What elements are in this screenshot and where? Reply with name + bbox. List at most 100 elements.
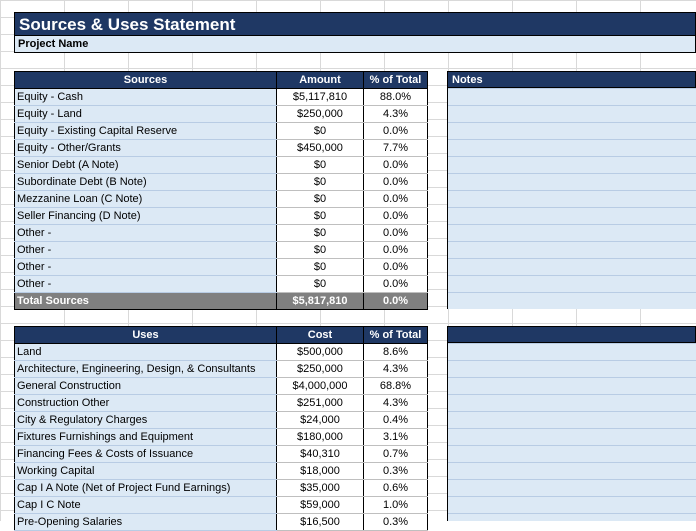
source-pct-cell[interactable]: 0.0% (363, 122, 428, 140)
source-row: Seller Financing (D Note) $0 0.0% (14, 207, 428, 225)
sources-header: Sources (14, 71, 277, 89)
sources-table: Sources Amount % of Total Equity - Cash $… (14, 71, 428, 310)
use-amount-cell[interactable]: $250,000 (276, 360, 364, 378)
use-name-cell[interactable]: Financing Fees & Costs of Issuance (14, 445, 277, 463)
source-amount-cell[interactable]: $0 (276, 207, 364, 225)
source-amount-cell[interactable]: $0 (276, 156, 364, 174)
uses-table: Uses Cost % of Total Land $500,000 8.6% Arc… (14, 326, 428, 531)
source-name-cell[interactable]: Other - (14, 275, 277, 293)
source-name-cell[interactable]: Equity - Other/Grants (14, 139, 277, 157)
use-amount-cell[interactable]: $40,310 (276, 445, 364, 463)
source-name-cell[interactable]: Senior Debt (A Note) (14, 156, 277, 174)
use-pct-cell[interactable]: 0.3% (363, 513, 428, 531)
notes-column-uses[interactable] (447, 343, 696, 521)
source-pct-cell[interactable]: 0.0% (363, 207, 428, 225)
use-name-cell[interactable]: City & Regulatory Charges (14, 411, 277, 429)
source-amount-cell[interactable]: $250,000 (276, 105, 364, 123)
source-amount-cell[interactable]: $0 (276, 173, 364, 191)
source-name-cell[interactable]: Equity - Existing Capital Reserve (14, 122, 277, 140)
source-amount-cell[interactable]: $0 (276, 241, 364, 259)
use-amount-cell[interactable]: $18,000 (276, 462, 364, 480)
source-row: Other - $0 0.0% (14, 275, 428, 293)
use-row: Land $500,000 8.6% (14, 343, 428, 361)
source-name-cell[interactable]: Other - (14, 241, 277, 259)
source-name-cell[interactable]: Mezzanine Loan (C Note) (14, 190, 277, 208)
source-pct-cell[interactable]: 0.0% (363, 275, 428, 293)
source-row: Equity - Land $250,000 4.3% (14, 105, 428, 123)
use-name-cell[interactable]: Land (14, 343, 277, 361)
source-name-cell[interactable]: Equity - Cash (14, 88, 277, 106)
source-total-amount-cell[interactable]: $5,817,810 (276, 292, 364, 310)
source-name-cell[interactable]: Other - (14, 258, 277, 276)
use-pct-cell[interactable]: 4.3% (363, 360, 428, 378)
source-pct-cell[interactable]: 0.0% (363, 258, 428, 276)
source-pct-cell[interactable]: 0.0% (363, 156, 428, 174)
source-name-cell[interactable]: Other - (14, 224, 277, 242)
use-row: General Construction $4,000,000 68.8% (14, 377, 428, 395)
use-amount-cell[interactable]: $251,000 (276, 394, 364, 412)
use-pct-cell[interactable]: 0.3% (363, 462, 428, 480)
use-amount-cell[interactable]: $16,500 (276, 513, 364, 531)
source-total-pct-cell[interactable]: 0.0% (363, 292, 428, 310)
source-row: Equity - Other/Grants $450,000 7.7% (14, 139, 428, 157)
use-amount-cell[interactable]: $59,000 (276, 496, 364, 514)
uses-header: Uses (14, 326, 277, 344)
cost-header: Cost (276, 326, 364, 344)
source-pct-cell[interactable]: 0.0% (363, 224, 428, 242)
use-row: Architecture, Engineering, Design, & Con… (14, 360, 428, 378)
use-amount-cell[interactable]: $180,000 (276, 428, 364, 446)
source-pct-cell[interactable]: 7.7% (363, 139, 428, 157)
source-row: Other - $0 0.0% (14, 224, 428, 242)
use-row: Financing Fees & Costs of Issuance $40,31… (14, 445, 428, 463)
source-amount-cell[interactable]: $0 (276, 258, 364, 276)
sources-header-row: Sources Amount % of Total (14, 71, 428, 89)
use-amount-cell[interactable]: $24,000 (276, 411, 364, 429)
source-row: Subordinate Debt (B Note) $0 0.0% (14, 173, 428, 191)
source-amount-cell[interactable]: $450,000 (276, 139, 364, 157)
use-pct-cell[interactable]: 4.3% (363, 394, 428, 412)
use-pct-cell[interactable]: 0.4% (363, 411, 428, 429)
use-pct-cell[interactable]: 0.6% (363, 479, 428, 497)
sheet-title: Sources & Uses Statement (14, 12, 696, 36)
use-name-cell[interactable]: Cap I C Note (14, 496, 277, 514)
use-pct-cell[interactable]: 8.6% (363, 343, 428, 361)
amount-header: Amount (276, 71, 364, 89)
use-amount-cell[interactable]: $500,000 (276, 343, 364, 361)
source-amount-cell[interactable]: $0 (276, 224, 364, 242)
use-name-cell[interactable]: Construction Other (14, 394, 277, 412)
use-row: Fixtures Furnishings and Equipment $180,0… (14, 428, 428, 446)
source-amount-cell[interactable]: $0 (276, 190, 364, 208)
source-total-name-cell[interactable]: Total Sources (14, 292, 277, 310)
source-row: Senior Debt (A Note) $0 0.0% (14, 156, 428, 174)
use-name-cell[interactable]: Architecture, Engineering, Design, & Con… (14, 360, 277, 378)
source-name-cell[interactable]: Subordinate Debt (B Note) (14, 173, 277, 191)
use-pct-cell[interactable]: 0.7% (363, 445, 428, 463)
use-pct-cell[interactable]: 3.1% (363, 428, 428, 446)
source-pct-cell[interactable]: 0.0% (363, 241, 428, 259)
source-pct-cell[interactable]: 0.0% (363, 190, 428, 208)
use-name-cell[interactable]: Cap I A Note (Net of Project Fund Earnin… (14, 479, 277, 497)
use-row: Pre-Opening Salaries $16,500 0.3% (14, 513, 428, 531)
use-pct-cell[interactable]: 68.8% (363, 377, 428, 395)
source-name-cell[interactable]: Equity - Land (14, 105, 277, 123)
project-name-cell[interactable]: Project Name (14, 36, 696, 53)
source-pct-cell[interactable]: 0.0% (363, 173, 428, 191)
source-amount-cell[interactable]: $0 (276, 122, 364, 140)
notes-column-sources[interactable] (447, 88, 696, 309)
use-name-cell[interactable]: Working Capital (14, 462, 277, 480)
source-row: Mezzanine Loan (C Note) $0 0.0% (14, 190, 428, 208)
source-pct-cell[interactable]: 88.0% (363, 88, 428, 106)
source-amount-cell[interactable]: $5,117,810 (276, 88, 364, 106)
uses-header-row: Uses Cost % of Total (14, 326, 428, 344)
use-row: Construction Other $251,000 4.3% (14, 394, 428, 412)
source-pct-cell[interactable]: 4.3% (363, 105, 428, 123)
use-name-cell[interactable]: Pre-Opening Salaries (14, 513, 277, 531)
source-name-cell[interactable]: Seller Financing (D Note) (14, 207, 277, 225)
source-amount-cell[interactable]: $0 (276, 275, 364, 293)
source-row: Equity - Existing Capital Reserve $0 0.0% (14, 122, 428, 140)
use-amount-cell[interactable]: $35,000 (276, 479, 364, 497)
use-amount-cell[interactable]: $4,000,000 (276, 377, 364, 395)
use-pct-cell[interactable]: 1.0% (363, 496, 428, 514)
use-name-cell[interactable]: General Construction (14, 377, 277, 395)
use-name-cell[interactable]: Fixtures Furnishings and Equipment (14, 428, 277, 446)
